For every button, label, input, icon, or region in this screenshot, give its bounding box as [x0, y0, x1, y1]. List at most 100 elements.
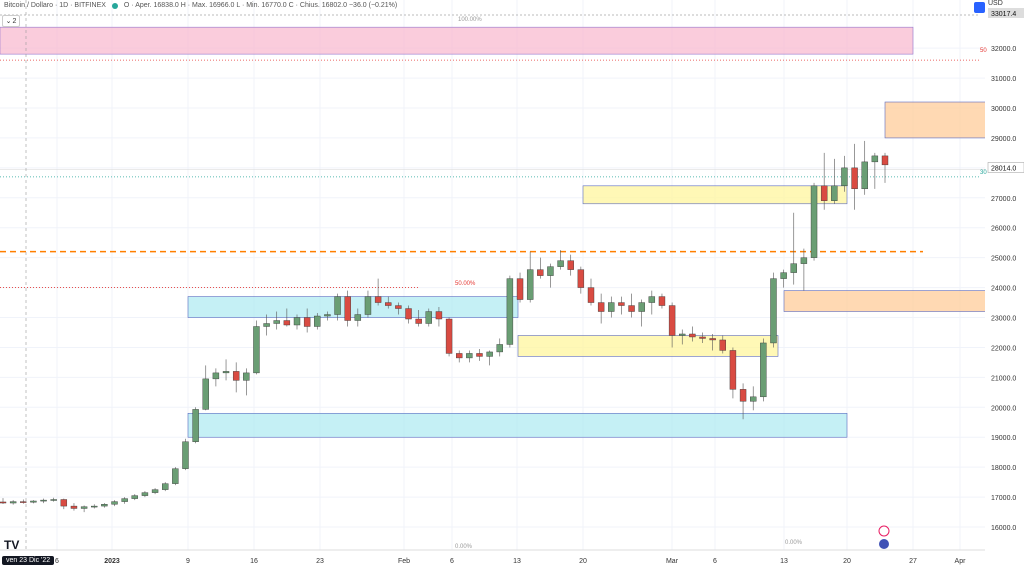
- candle-body: [810, 185, 818, 258]
- y-tick-label: 24000.0: [991, 286, 1016, 293]
- candle-body: [0, 501, 7, 504]
- y-tick-label: 30000.0: [991, 106, 1016, 113]
- fib-label: 50.00%: [455, 281, 476, 287]
- candle-body: [871, 155, 879, 163]
- candle-body: [729, 350, 737, 390]
- candle-body: [516, 278, 524, 300]
- x-tick-label: Apr: [955, 558, 967, 565]
- candle-body: [841, 167, 848, 187]
- chart-legend: Bitcoin / Dollaro · 1D · BITFINEX O · Ap…: [4, 2, 397, 9]
- candle-body: [344, 296, 351, 321]
- candle-body: [111, 501, 118, 505]
- candle-body: [628, 305, 635, 312]
- candle-body: [739, 389, 747, 402]
- fib-label: 0.00%: [455, 544, 473, 550]
- zone-yellow: [517, 335, 779, 357]
- candle-body: [334, 296, 341, 315]
- top-price-label-bg: [988, 8, 1024, 18]
- candle-body: [425, 311, 432, 324]
- crosshair-date-badge: ven 23 Dic '22: [2, 556, 55, 565]
- candle-body: [354, 314, 362, 321]
- flash-event-icon: [878, 525, 890, 537]
- candle-body: [820, 185, 828, 201]
- candle-body: [243, 372, 250, 381]
- zone-yellow: [582, 185, 848, 205]
- candle-body: [192, 409, 199, 442]
- x-tick-label: 6: [450, 558, 454, 565]
- candle-body: [760, 342, 767, 398]
- candle-body: [303, 317, 311, 327]
- symbol-title[interactable]: Bitcoin / Dollaro · 1D · BITFINEX: [4, 2, 106, 9]
- candle-body: [456, 353, 463, 359]
- zone-orange: [884, 101, 987, 139]
- candle-body: [80, 506, 88, 509]
- candle-body: [668, 305, 676, 336]
- candle-body: [881, 155, 889, 166]
- candle-body: [131, 495, 138, 499]
- fib-label: 100.00%: [458, 17, 482, 23]
- candle-body: [618, 302, 625, 306]
- candle-body: [861, 161, 868, 190]
- y-tick-label: 29000.0: [991, 136, 1016, 143]
- candle-body: [314, 315, 321, 327]
- candle-body: [395, 305, 402, 309]
- candle-body: [9, 501, 17, 504]
- candle-body: [658, 296, 666, 306]
- x-tick-label: 27: [909, 558, 917, 565]
- y-tick-label: 16000.0: [991, 525, 1016, 532]
- candle-body: [405, 308, 412, 320]
- y-tick-label: 23000.0: [991, 316, 1016, 323]
- collapse-indicators-button[interactable]: ⌄ 2: [2, 15, 20, 27]
- candle-body: [719, 339, 726, 351]
- candle-body: [526, 269, 534, 300]
- candle-body: [151, 489, 159, 493]
- candle-body: [506, 278, 514, 345]
- x-tick-label: 20: [843, 558, 851, 565]
- y-tick-label: 31000.0: [991, 76, 1016, 83]
- y-tick-label: 27000.0: [991, 196, 1016, 203]
- candle-body: [466, 353, 473, 359]
- candle-body: [364, 296, 372, 315]
- chart-settings-icon[interactable]: [974, 2, 985, 13]
- candle-body: [20, 501, 27, 503]
- candle-body: [141, 492, 149, 496]
- us-flag-event-icon: [879, 539, 889, 549]
- candle-body: [202, 378, 209, 410]
- fib-label-right: 50: [980, 48, 987, 54]
- candle-body: [597, 302, 605, 312]
- candle-body: [577, 269, 585, 288]
- x-tick-label: 13: [780, 558, 788, 565]
- indicator-count: 2: [12, 17, 17, 25]
- y-tick-label: 25000.0: [991, 256, 1016, 263]
- candle-body: [790, 263, 797, 273]
- x-tick-label: Feb: [398, 558, 410, 565]
- candle-body: [50, 499, 57, 501]
- tradingview-logo-icon[interactable]: TV: [4, 538, 20, 552]
- candle-body: [273, 320, 280, 324]
- candle-body: [537, 269, 544, 276]
- candle-body: [324, 314, 331, 317]
- x-tick-label: 9: [186, 558, 190, 565]
- candle-body: [638, 302, 645, 312]
- currency-selector[interactable]: USD: [988, 0, 1003, 7]
- candle-body: [101, 504, 108, 507]
- y-tick-label: 21000.0: [991, 375, 1016, 382]
- market-status-icon: [111, 2, 118, 9]
- y-tick-label: 17000.0: [991, 495, 1016, 502]
- candle-body: [780, 272, 787, 279]
- x-tick-label: 2023: [104, 558, 120, 565]
- candle-body: [121, 498, 128, 502]
- y-tick-label: 32000.0: [991, 46, 1016, 53]
- candle-body: [232, 371, 240, 381]
- chevron-down-icon: ⌄: [5, 18, 12, 25]
- x-tick-label: 16: [250, 558, 258, 565]
- candle-body: [689, 333, 696, 338]
- y-tick-label: 26000.0: [991, 226, 1016, 233]
- candle-body: [648, 296, 656, 303]
- fib-label-right: 30: [980, 170, 987, 176]
- candle-body: [172, 468, 179, 484]
- x-tick-label: Mar: [666, 558, 679, 565]
- candle-body: [486, 351, 493, 357]
